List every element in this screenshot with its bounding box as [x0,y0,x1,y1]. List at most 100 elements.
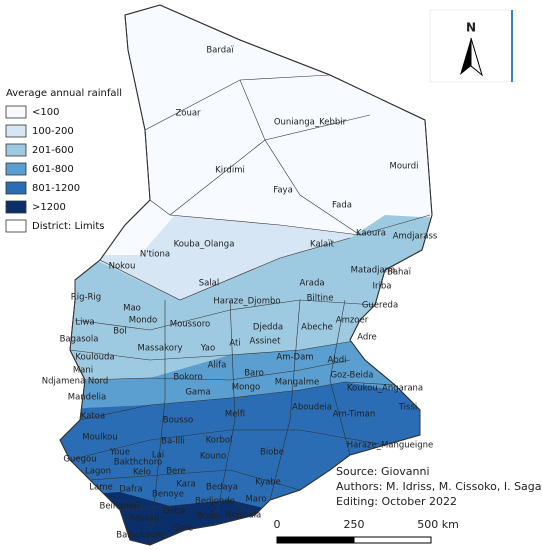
north-label: N [466,21,476,35]
legend-swatch [5,219,27,233]
district-label: Bessao [129,514,159,524]
district-label: Fada [332,201,352,211]
legend-label: District: Limits [32,221,104,232]
district-label: Abdi [328,356,347,366]
district-label: Melfi [225,410,245,420]
district-label: Lai [152,451,164,461]
district-label: Kouno [200,452,226,462]
source-line: Authors: M. Idriss, M. Cissoko, I. Sagar… [336,480,542,493]
district-label: Ndjamena Nord [42,377,108,387]
district-label: Bedjondo [195,497,235,507]
district-label: Baibokoum [116,531,164,541]
district-label: Ounianga_Kebbir [274,118,347,128]
district-label: Moissala [225,511,262,521]
district-label: Matadjana [351,266,396,276]
district-label: Kyabe [255,478,281,488]
source-line: Editing: October 2022 [336,495,457,508]
district-label: Amzoer [336,316,369,326]
district-label: Haraze_Djombo [213,297,280,307]
district-label: Katoa [81,412,105,422]
scale-bar: 0 250 500 km [274,518,459,544]
district-label: Maro [245,495,266,505]
district-label: Kirdimi [215,166,245,176]
district-label: Abeche [301,323,333,333]
scale-label: 250 [344,518,365,531]
district-label: Mongo [232,383,261,393]
legend-swatch [5,181,27,195]
district-label: Mao [123,304,141,314]
district-label: Ati [229,339,240,349]
district-label: Guegou [63,455,96,465]
district-label: Kaoura [356,229,386,239]
district-label: Bagasola [60,335,99,345]
district-label: Bakthchoro [114,458,162,468]
district-label: Am-Timan [333,410,376,420]
district-label: Ba-Illi [161,437,185,447]
legend: Average annual rainfall <100 100-200 201-6… [5,88,122,233]
district-label: Salal [199,279,220,289]
district-label: Gore [173,524,193,534]
legend-swatch [5,162,27,176]
district-label: Biltine [307,294,334,304]
district-label: Tissi [398,403,418,413]
scale-seg [276,536,355,544]
district-label: Am-Dam [276,353,313,363]
district-label: Kalaït [310,240,335,250]
district-label: Yao [200,344,215,354]
district-label: Amdjarass [393,232,438,242]
source-line: Source: Giovanni [336,465,430,478]
district-label: Bardaï [206,46,234,56]
district-label: Bousso [163,416,193,426]
district-label: Bodo [197,512,219,522]
arrow-left [460,38,471,75]
district-label: Biobe [260,448,284,458]
district-label: Korbol [206,436,233,446]
district-label: Dafra [119,485,142,495]
legend-swatch [5,143,27,157]
legend-swatch [5,105,27,119]
district-label: Bol [113,327,126,337]
scale-label: 0 [274,518,281,531]
district-label: Lagon [85,467,111,477]
district-label: Kelo [133,468,151,478]
legend-label: <100 [32,107,59,118]
district-label: Benoye [152,490,184,500]
district-label: Moulkou [82,433,118,443]
district-label: Koukou_Angarana [347,384,423,394]
district-label: Aboudeia [292,403,332,413]
district-label: N'tiona [140,250,170,260]
district-label: Faya [273,186,293,196]
legend-swatch [5,200,27,214]
legend-label: >1200 [32,202,66,213]
district-label: Rig-Rig [71,293,101,303]
district-label: Mandelia [68,393,107,403]
district-label: Bere [166,467,186,477]
district-labels: Bardaï Zouar Ounianga_Kebbir Kirdimi Mourdi F… [42,46,438,541]
district-label: Bedaya [206,483,238,493]
district-label: Goz-Beida [330,371,373,381]
arrow-right [470,37,483,77]
legend-label: 601-800 [32,164,74,175]
district-label: Mani [73,366,93,376]
scale-seg [353,536,432,544]
district-label: Mangalme [275,378,319,388]
district-label: Alifa [208,361,227,371]
district-label: Doba [163,507,185,517]
district-label: Iriba [373,282,392,292]
district-label: Lame [89,483,112,493]
district-label: Djedda [253,323,283,333]
district-limits [69,74,431,545]
district-label: Liwa [75,318,94,328]
legend-title: Average annual rainfall [6,88,122,99]
district-label: Mourdi [389,162,418,172]
district-label: Nokou [109,262,136,272]
district-label: Moussoro [170,320,211,330]
district-label: Kouba_Olanga [174,240,235,250]
district-label: Kara [176,480,195,490]
district-label: Koulouda [75,353,114,363]
district-label: Adre [357,333,377,343]
legend-label: 801-1200 [32,183,80,194]
legend-label: 100-200 [32,126,74,137]
legend-label: 201-600 [32,145,74,156]
